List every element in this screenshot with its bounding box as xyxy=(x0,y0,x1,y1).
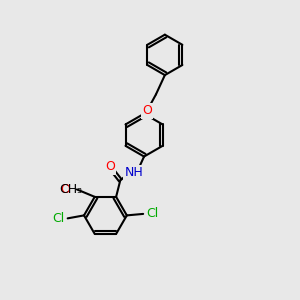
Text: CH₃: CH₃ xyxy=(60,183,83,196)
Text: O: O xyxy=(142,104,152,117)
Text: Cl: Cl xyxy=(52,212,64,225)
Text: O: O xyxy=(105,160,115,173)
Text: O: O xyxy=(61,183,70,196)
Text: Cl: Cl xyxy=(147,207,159,220)
Text: NH: NH xyxy=(125,167,144,179)
